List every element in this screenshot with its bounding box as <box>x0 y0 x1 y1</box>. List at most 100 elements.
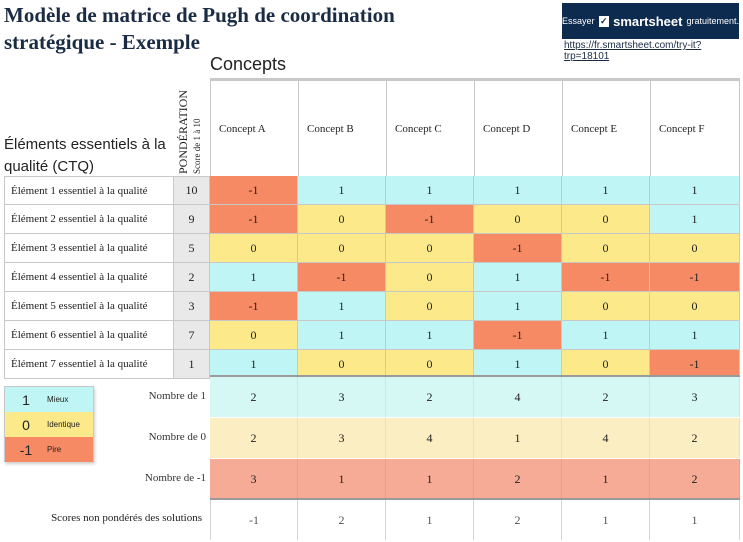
score-cell: 1 <box>474 292 562 321</box>
summary-cell: 4 <box>474 377 562 417</box>
summary-cell: 1 <box>562 459 650 499</box>
summary-label: Nombre de -1 <box>144 472 206 484</box>
score-cell: 1 <box>562 176 650 205</box>
legend-value: 0 <box>22 416 30 433</box>
smartsheet-banner[interactable]: Essayer ✓ smartsheet gratuitement. <box>562 3 739 39</box>
summary-label: Nombre de 1 <box>148 390 206 402</box>
banner-link[interactable]: https://fr.smartsheet.com/try-it?trp=181… <box>564 40 702 62</box>
score-cell: 1 <box>386 176 474 205</box>
summary-cell: 2 <box>474 459 562 499</box>
score-cell: 0 <box>298 234 386 263</box>
score-cell: -1 <box>298 263 386 292</box>
weight-title: PONDÉRATION <box>176 90 190 174</box>
summary-cell: 3 <box>650 377 740 417</box>
banner-brand: smartsheet <box>613 13 683 29</box>
score-cell: 0 <box>650 234 740 263</box>
score-cell: 0 <box>562 205 650 234</box>
concept-header: Concept F <box>650 80 740 176</box>
legend-value: 1 <box>22 391 30 408</box>
solution-score: 1 <box>386 500 474 540</box>
header-rule <box>210 78 740 80</box>
score-cell: 0 <box>298 350 386 379</box>
score-cell: -1 <box>210 176 298 205</box>
score-cell: 0 <box>298 205 386 234</box>
score-cell: -1 <box>386 205 474 234</box>
ctq-row-weight: 9 <box>174 205 210 234</box>
concept-header: Concept C <box>386 80 474 176</box>
score-cell: 1 <box>386 321 474 350</box>
score-cell: -1 <box>562 263 650 292</box>
summary-cell: 2 <box>210 377 298 417</box>
ctq-row-weight: 1 <box>174 350 210 379</box>
score-cell: 1 <box>562 321 650 350</box>
concept-header: Concept D <box>474 80 562 176</box>
score-cell: 0 <box>386 292 474 321</box>
score-cell: -1 <box>474 321 562 350</box>
solution-score: 2 <box>474 500 562 540</box>
solution-score: 1 <box>562 500 650 540</box>
ctq-row-weight: 5 <box>174 234 210 263</box>
summary-cell: 3 <box>298 377 386 417</box>
summary-cell: 2 <box>562 377 650 417</box>
scores-label: Scores non pondérés des solutions <box>51 512 202 524</box>
score-cell: 1 <box>210 263 298 292</box>
concepts-label: Concepts <box>210 54 287 74</box>
score-cell: 0 <box>562 234 650 263</box>
ctq-row-label: Élément 3 essentiel à la qualité <box>4 234 174 263</box>
score-cell: 0 <box>386 350 474 379</box>
concept-header: Concept A <box>210 80 298 176</box>
score-cell: 1 <box>474 263 562 292</box>
score-cell: 1 <box>474 176 562 205</box>
score-cell: 0 <box>650 292 740 321</box>
solution-score: 1 <box>650 500 740 540</box>
matrix-bottom-rule <box>210 375 740 377</box>
score-cell: 0 <box>562 292 650 321</box>
ctq-row-label: Élément 2 essentiel à la qualité <box>4 205 174 234</box>
summary-cell: 2 <box>210 418 298 458</box>
score-cell: 1 <box>650 176 740 205</box>
score-cell: -1 <box>650 263 740 292</box>
score-cell: -1 <box>474 234 562 263</box>
score-cell: -1 <box>210 205 298 234</box>
score-cell: 0 <box>210 321 298 350</box>
score-cell: -1 <box>210 292 298 321</box>
legend-label: Identique <box>47 420 80 429</box>
summary-cell: 1 <box>298 459 386 499</box>
concept-header: Concept B <box>298 80 386 176</box>
weight-subtitle: Score de 1 à 10 <box>192 118 202 174</box>
weight-header: PONDÉRATION Score de 1 à 10 <box>174 80 210 176</box>
score-cell: 1 <box>650 321 740 350</box>
legend: 1 Mieux 0 Identique -1 Pire <box>4 386 94 462</box>
solution-score: -1 <box>210 500 298 540</box>
legend-row-same: 0 Identique <box>5 412 93 437</box>
check-icon: ✓ <box>598 15 610 27</box>
summary-cell: 3 <box>298 418 386 458</box>
score-cell: 1 <box>650 205 740 234</box>
score-cell: 1 <box>298 176 386 205</box>
ctq-row-weight: 2 <box>174 263 210 292</box>
ctq-row-label: Élément 1 essentiel à la qualité <box>4 176 174 205</box>
summary-cell: 1 <box>474 418 562 458</box>
legend-label: Pire <box>47 445 62 454</box>
legend-row-better: 1 Mieux <box>5 387 93 412</box>
legend-label: Mieux <box>47 395 69 404</box>
summary-cell: 1 <box>386 459 474 499</box>
scores-rule <box>210 498 740 500</box>
legend-value: -1 <box>19 441 33 458</box>
score-cell: 0 <box>210 234 298 263</box>
score-cell: 0 <box>386 234 474 263</box>
ctq-row-weight: 10 <box>174 176 210 205</box>
summary-cell: 2 <box>650 418 740 458</box>
ctq-row-label: Élément 6 essentiel à la qualité <box>4 321 174 350</box>
summary-cell: 4 <box>562 418 650 458</box>
summary-label: Nombre de 0 <box>148 431 206 443</box>
ctq-row-label: Élément 5 essentiel à la qualité <box>4 292 174 321</box>
score-cell: 0 <box>386 263 474 292</box>
ctq-header: Éléments essentiels à la qualité (CTQ) <box>4 136 166 175</box>
score-cell: 1 <box>298 321 386 350</box>
score-cell: -1 <box>650 350 740 379</box>
score-cell: 0 <box>562 350 650 379</box>
banner-suffix: gratuitement. <box>686 16 739 26</box>
ctq-row-weight: 3 <box>174 292 210 321</box>
legend-row-worse: -1 Pire <box>5 437 93 462</box>
